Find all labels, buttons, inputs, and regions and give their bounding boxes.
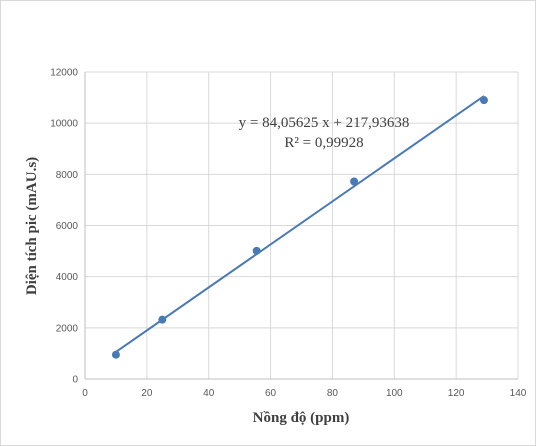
data-point: [111, 350, 120, 359]
x-tick-label: 40: [203, 388, 215, 399]
x-tick-label: 80: [327, 388, 339, 399]
y-tick-labels: 0 2000 4000 6000 8000 10000 12000: [50, 68, 78, 386]
data-points: [111, 96, 488, 359]
y-tick-label: 12000: [50, 68, 78, 79]
y-tick-label: 8000: [56, 170, 79, 181]
x-tick-label: 100: [386, 388, 403, 399]
r-squared-label: R² = 0,99928: [284, 135, 363, 151]
y-tick-label: 10000: [50, 119, 78, 130]
axes: [84, 72, 518, 380]
x-tick-label: 0: [82, 388, 88, 399]
data-point: [158, 315, 167, 324]
y-tick-label: 4000: [56, 272, 79, 283]
data-point: [350, 177, 359, 186]
x-tick-label: 20: [141, 388, 153, 399]
data-point: [252, 246, 261, 255]
x-tick-label: 140: [510, 388, 527, 399]
x-tick-label: 120: [448, 388, 465, 399]
x-tick-labels: 0 20 40 60 80 100 120 140: [82, 388, 527, 399]
gridlines: [85, 71, 519, 379]
data-point: [479, 96, 488, 105]
y-axis-title: Diện tích pic (mAU.s): [24, 157, 40, 295]
x-axis-title: Nồng độ (ppm): [253, 410, 350, 426]
x-tick-label: 60: [265, 388, 277, 399]
trendline-layer: [115, 95, 485, 353]
y-tick-label: 2000: [56, 323, 79, 334]
trendline-equation: y = 84,05625 x + 217,93638: [239, 115, 410, 131]
y-tick-label: 0: [72, 375, 78, 386]
y-tick-label: 6000: [56, 221, 79, 232]
trendline: [115, 95, 485, 353]
